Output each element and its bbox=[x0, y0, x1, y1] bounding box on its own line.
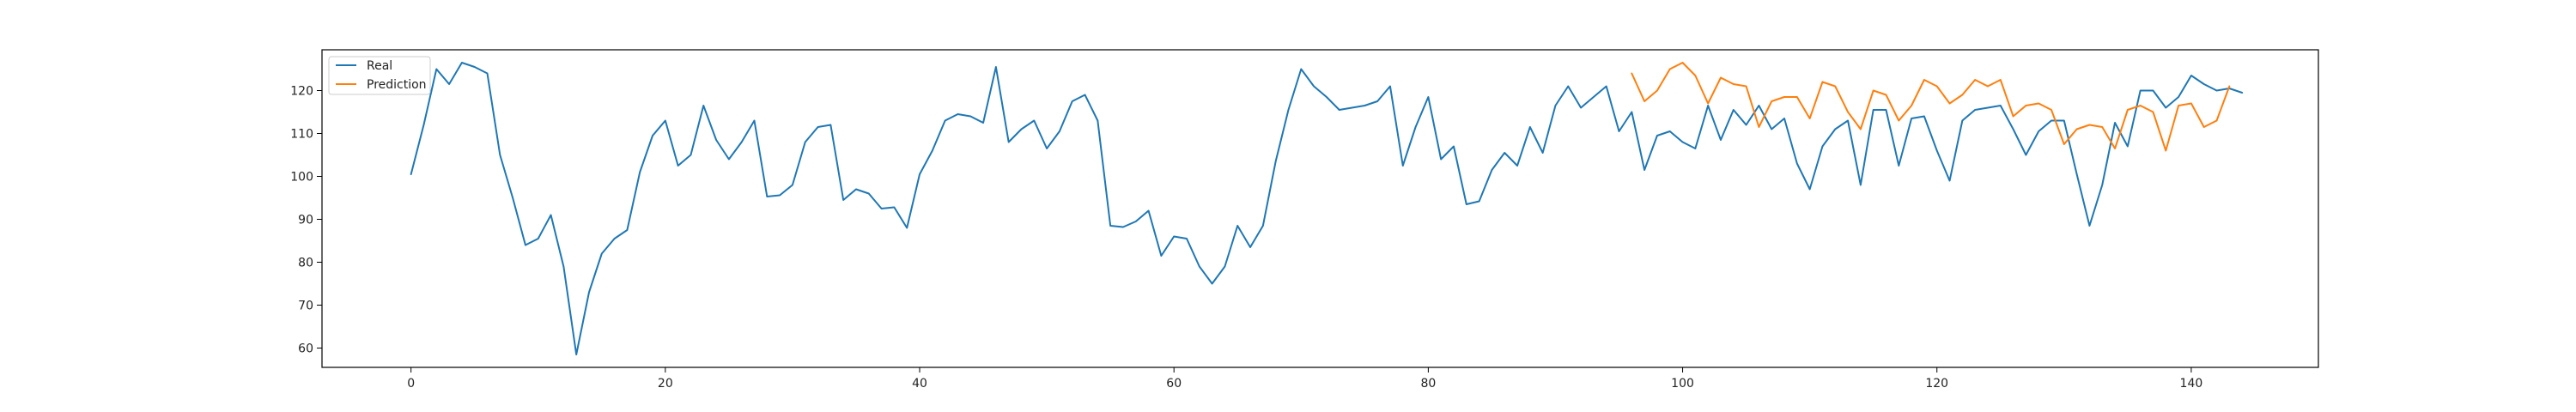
x-tick-label: 20 bbox=[658, 377, 673, 391]
x-tick-label: 0 bbox=[407, 377, 415, 391]
x-tick-label: 60 bbox=[1166, 377, 1182, 391]
series-layer bbox=[410, 62, 2244, 355]
y-tick-label: 110 bbox=[290, 128, 313, 142]
plot-area bbox=[322, 50, 2318, 367]
x-tick-label: 100 bbox=[1671, 377, 1694, 391]
axes-layer: 0 20 40 60 80 100 120 140 60 70 80 90 100 110 120 bbox=[290, 85, 2202, 391]
legend-label-prediction: Prediction bbox=[367, 78, 427, 92]
series-line-real bbox=[410, 62, 2244, 355]
legend-label-real: Real bbox=[367, 59, 392, 73]
x-tick-label: 120 bbox=[1925, 377, 1948, 391]
legend: Real Prediction bbox=[328, 56, 431, 95]
y-tick-label: 80 bbox=[298, 257, 313, 270]
y-tick-label: 120 bbox=[290, 85, 313, 99]
x-tick-label: 80 bbox=[1420, 377, 1436, 391]
series-line-prediction bbox=[1631, 62, 2231, 152]
y-tick-label: 90 bbox=[298, 214, 313, 227]
y-tick-label: 60 bbox=[298, 342, 313, 356]
x-tick-label: 140 bbox=[2180, 377, 2203, 391]
y-tick-label: 100 bbox=[290, 171, 313, 185]
x-tick-label: 40 bbox=[912, 377, 927, 391]
y-tick-label: 70 bbox=[298, 300, 313, 313]
plot-frame bbox=[321, 49, 2319, 368]
